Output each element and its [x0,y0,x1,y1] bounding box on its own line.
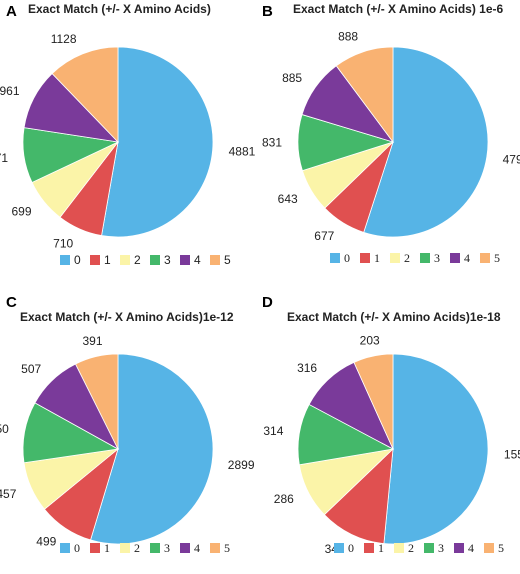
pie-slice-5 [75,353,119,450]
legend-swatch-3 [420,253,430,263]
legend-label-4: 4 [464,251,470,265]
legend-swatch-2 [390,253,400,263]
slice-value-label: 391 [82,334,102,348]
legend-label-5: 5 [224,541,230,555]
slice-value-label: 314 [263,424,283,438]
panel-letter: B [262,3,273,20]
slice-value-label: 499 [36,534,56,548]
slice-value-label: 888 [338,30,358,44]
legend-label-0: 0 [348,541,354,555]
legend-swatch-3 [424,543,434,553]
legend-swatch-2 [394,543,404,553]
legend-label-2: 2 [134,253,141,267]
legend-label-5: 5 [498,541,504,555]
panel-letter: A [6,3,17,20]
legend-label-3: 3 [164,253,171,267]
legend-swatch-4 [454,543,464,553]
pie-slice-1 [323,447,394,544]
legend-swatch-5 [480,253,490,263]
legend-swatch-5 [210,255,220,265]
legend-label-1: 1 [374,251,380,265]
pie-slice-0 [363,46,489,238]
pie-panel-d: D Exact Match (+/- X Amino Acids)1e-18 155… [262,294,520,556]
pie-slice-5 [353,353,394,450]
legend-label-0: 0 [74,253,81,267]
pie-panel-a: A Exact Match (+/- X Amino Acids) 4881 710 6… [0,2,256,267]
chart-title: Exact Match (+/- X Amino Acids)1e-12 [20,310,234,324]
legend: 0 1 2 3 4 5 [60,253,231,267]
legend-swatch-4 [180,543,190,553]
legend-label-1: 1 [104,541,110,555]
pie-panel-b: B Exact Match (+/- X Amino Acids) 1e-6 479… [262,2,520,265]
legend: 0 1 2 3 4 5 [334,541,504,555]
slice-value-label: 831 [262,136,282,150]
pie-slice-5 [51,46,119,143]
legend-label-4: 4 [468,541,474,555]
legend-label-5: 5 [224,253,231,267]
legend-label-1: 1 [378,541,384,555]
panel-letter: D [262,294,273,311]
slice-value-label: 710 [53,237,73,251]
slice-value-label: 885 [282,71,302,85]
legend-swatch-0 [60,543,70,553]
legend-label-4: 4 [194,541,200,555]
slice-value-label: 550 [0,422,9,436]
pie-slice-0 [101,46,214,238]
chart-title: Exact Match (+/- X Amino Acids) 1e-6 [293,2,503,16]
slice-value-label: 643 [278,192,298,206]
legend-swatch-2 [120,543,130,553]
legend: 0 1 2 3 4 5 [330,251,500,265]
panel-letter: C [6,294,17,311]
chart-title: Exact Match (+/- X Amino Acids)1e-18 [287,310,501,324]
legend-label-4: 4 [194,253,201,267]
legend-swatch-0 [330,253,340,263]
legend-swatch-0 [60,255,70,265]
slice-value-label: 871 [0,151,8,165]
legend-swatch-1 [90,255,100,265]
slice-value-label: 961 [0,84,20,98]
pie-slice-0 [90,353,214,545]
slice-value-label: 4794 [503,152,520,166]
legend-swatch-1 [90,543,100,553]
pie-slice-5 [335,46,394,144]
slice-value-label: 677 [314,229,334,243]
legend-label-3: 3 [434,251,440,265]
pie-slice-0 [383,353,489,545]
legend-swatch-5 [210,543,220,553]
slice-value-label: 2899 [228,458,255,472]
slice-value-label: 457 [0,487,17,501]
chart-title: Exact Match (+/- X Amino Acids) [28,2,211,16]
legend-label-2: 2 [408,541,414,555]
legend-swatch-3 [150,255,160,265]
legend-swatch-1 [364,543,374,553]
legend-label-0: 0 [74,541,80,555]
slice-value-label: 1552 [504,447,520,461]
legend-swatch-0 [334,543,344,553]
legend-label-1: 1 [104,253,111,267]
legend-swatch-3 [150,543,160,553]
legend-label-3: 3 [438,541,444,555]
legend: 0 1 2 3 4 5 [60,541,230,555]
legend-label-5: 5 [494,251,500,265]
legend-label-2: 2 [134,541,140,555]
legend-swatch-4 [450,253,460,263]
slice-value-label: 286 [274,492,294,506]
legend-swatch-4 [180,255,190,265]
slice-value-label: 203 [360,334,380,348]
slice-value-label: 699 [11,205,31,219]
legend-label-0: 0 [344,251,350,265]
slice-value-label: 4881 [229,145,256,159]
legend-swatch-5 [484,543,494,553]
legend-swatch-2 [120,255,130,265]
legend-swatch-1 [360,253,370,263]
slice-value-label: 316 [297,361,317,375]
legend-label-3: 3 [164,541,170,555]
legend-label-2: 2 [404,251,410,265]
slice-value-label: 1128 [51,32,77,46]
slice-value-label: 507 [21,362,41,376]
